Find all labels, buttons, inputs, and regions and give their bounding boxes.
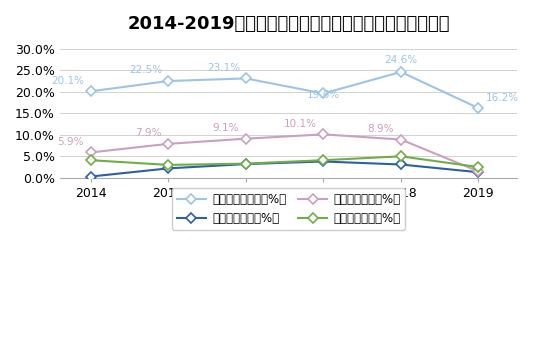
旭硝子利润率（%） xyxy=(475,170,482,174)
旭硝子利润率（%） xyxy=(243,162,249,166)
福耀玻璃利润率（%） xyxy=(88,89,94,93)
Text: 22.5%: 22.5% xyxy=(129,65,163,76)
板硝子利润率（%） xyxy=(475,165,482,169)
圣戈班利润率（%） xyxy=(243,136,249,141)
Line: 圣戈班利润率（%）: 圣戈班利润率（%） xyxy=(88,131,482,175)
Title: 2014-2019年全球主要汽车玻璃企业相关业务利润率统计: 2014-2019年全球主要汽车玻璃企业相关业务利润率统计 xyxy=(127,15,449,33)
板硝子利润率（%） xyxy=(88,158,94,162)
Line: 旭硝子利润率（%）: 旭硝子利润率（%） xyxy=(88,158,482,180)
Text: 10.1%: 10.1% xyxy=(284,119,316,129)
Text: 9.1%: 9.1% xyxy=(212,123,239,133)
福耀玻璃利润率（%） xyxy=(320,91,326,95)
圣戈班利润率（%） xyxy=(320,132,326,136)
板硝子利润率（%） xyxy=(165,163,171,167)
Line: 板硝子利润率（%）: 板硝子利润率（%） xyxy=(88,153,482,171)
Text: 20.1%: 20.1% xyxy=(51,76,84,86)
Text: 8.9%: 8.9% xyxy=(367,124,394,134)
福耀玻璃利润率（%） xyxy=(243,76,249,80)
圣戈班利润率（%） xyxy=(398,137,404,142)
Text: 5.9%: 5.9% xyxy=(57,137,84,147)
旭硝子利润率（%） xyxy=(398,162,404,167)
圣戈班利润率（%） xyxy=(165,142,171,146)
福耀玻璃利润率（%） xyxy=(398,70,404,74)
Text: 16.2%: 16.2% xyxy=(485,93,519,103)
Text: 24.6%: 24.6% xyxy=(384,55,417,65)
旭硝子利润率（%） xyxy=(88,174,94,179)
圣戈班利润率（%） xyxy=(88,150,94,155)
Text: 23.1%: 23.1% xyxy=(207,63,240,73)
板硝子利润率（%） xyxy=(398,154,404,158)
Line: 福耀玻璃利润率（%）: 福耀玻璃利润率（%） xyxy=(88,68,482,111)
旭硝子利润率（%） xyxy=(165,166,171,170)
Text: 19.6%: 19.6% xyxy=(307,90,340,101)
Text: 7.9%: 7.9% xyxy=(135,128,161,138)
福耀玻璃利润率（%） xyxy=(475,106,482,110)
旭硝子利润率（%） xyxy=(320,159,326,163)
Legend: 福耀玻璃利润率（%）, 旭硝子利润率（%）, 圣戈班利润率（%）, 板硝子利润率（%）: 福耀玻璃利润率（%）, 旭硝子利润率（%）, 圣戈班利润率（%）, 板硝子利润率… xyxy=(172,188,405,230)
福耀玻璃利润率（%） xyxy=(165,79,171,83)
板硝子利润率（%） xyxy=(320,158,326,162)
圣戈班利润率（%） xyxy=(475,169,482,173)
板硝子利润率（%） xyxy=(243,161,249,166)
